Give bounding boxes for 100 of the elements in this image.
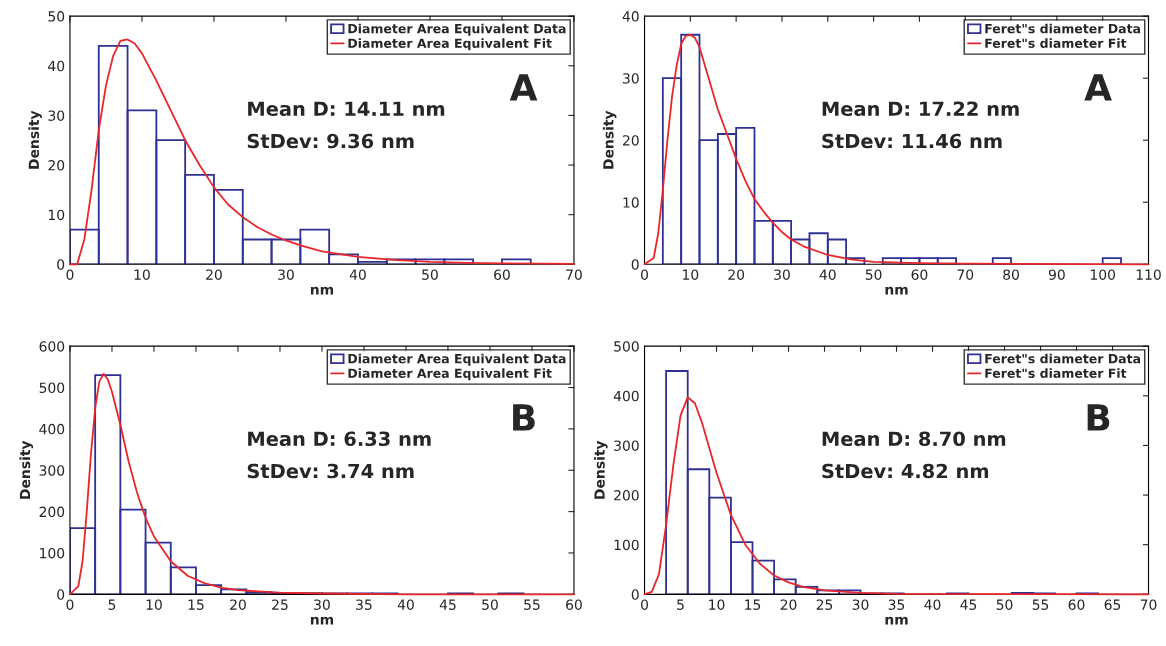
x-tick-label: 0 <box>641 599 649 610</box>
x-tick-label: 20 <box>780 599 797 610</box>
y-axis-title: Density <box>28 110 42 169</box>
y-tick-label: 100 <box>40 547 65 559</box>
x-axis-title: nm <box>885 286 908 295</box>
x-tick-label: 50 <box>422 269 438 280</box>
y-tick-label: 0 <box>57 589 65 600</box>
annotation: Mean D: 8.70 nm <box>822 431 1006 447</box>
annotation: Mean D: 14.11 nm <box>248 101 445 117</box>
x-tick-label: 60 <box>911 269 928 280</box>
x-tick-label: 15 <box>745 599 761 610</box>
legend-label: Feret"s diameter Fit <box>985 368 1127 378</box>
x-tick-label: 110 <box>1136 269 1161 280</box>
y-tick-label: 20 <box>48 160 65 171</box>
legend-label: Diameter Area Equivalent Fit <box>348 38 552 51</box>
y-tick-label: 10 <box>48 209 65 221</box>
x-tick-label: 30 <box>314 599 330 610</box>
x-tick-label: 45 <box>960 599 977 610</box>
legend-label: Diameter Area Equivalent Data <box>348 23 566 36</box>
y-tick-label: 10 <box>623 197 639 208</box>
x-tick-label: 80 <box>1003 269 1019 280</box>
legend-label: Diameter Area Equivalent Data <box>348 353 566 366</box>
x-tick-label: 55 <box>524 599 540 610</box>
x-tick-label: 70 <box>566 269 582 280</box>
y-tick-label: 40 <box>48 60 65 72</box>
y-tick-label: 200 <box>614 490 639 501</box>
x-tick-label: 60 <box>1068 599 1085 610</box>
y-tick-label: 30 <box>48 110 65 121</box>
x-tick-label: 0 <box>641 269 649 280</box>
x-tick-label: 30 <box>278 269 294 280</box>
y-tick-label: 40 <box>622 11 639 22</box>
x-tick-label: 60 <box>494 269 510 280</box>
x-tick-label: 30 <box>852 599 869 610</box>
x-tick-label: 50 <box>996 599 1013 610</box>
x-tick-label: 70 <box>1140 599 1157 610</box>
x-axis-title: nm <box>885 616 908 625</box>
y-tick-label: 400 <box>613 390 639 402</box>
legend-label: Feret"s diameter Fit <box>985 38 1127 48</box>
x-axis-title: nm <box>310 286 334 295</box>
y-tick-label: 30 <box>623 73 639 84</box>
x-tick-label: 65 <box>1104 599 1121 610</box>
x-tick-label: 5 <box>677 599 684 610</box>
y-tick-label: 500 <box>39 382 65 394</box>
x-tick-label: 20 <box>728 269 745 280</box>
x-tick-label: 20 <box>230 599 246 610</box>
x-tick-label: 30 <box>774 269 790 280</box>
annotation: B <box>513 404 535 431</box>
y-tick-label: 0 <box>631 589 639 600</box>
y-tick-label: 500 <box>614 341 639 352</box>
x-tick-label: 10 <box>709 599 725 610</box>
y-tick-label: 100 <box>614 539 639 551</box>
x-tick-label: 40 <box>349 269 366 280</box>
x-tick-label: 40 <box>924 599 941 610</box>
x-tick-label: 15 <box>188 599 204 610</box>
x-tick-label: 55 <box>1032 599 1049 610</box>
annotation: A <box>1084 74 1112 101</box>
x-tick-label: 0 <box>66 269 74 280</box>
x-tick-label: 25 <box>816 599 833 610</box>
x-tick-label: 0 <box>66 599 74 610</box>
x-tick-label: 35 <box>356 599 372 610</box>
y-tick-label: 20 <box>623 135 639 146</box>
x-tick-label: 100 <box>1090 269 1116 280</box>
x-tick-label: 35 <box>888 599 905 610</box>
annotation: StDev: 3.74 nm <box>247 463 414 479</box>
x-tick-label: 20 <box>206 269 222 280</box>
x-tick-label: 10 <box>683 269 699 280</box>
x-tick-label: 5 <box>108 599 116 610</box>
x-tick-label: 90 <box>1048 269 1065 280</box>
x-axis-title: nm <box>310 616 334 625</box>
x-tick-label: 50 <box>482 599 498 610</box>
annotation: StDev: 9.36 nm <box>247 133 414 149</box>
annotation: Mean D: 6.33 nm <box>248 431 431 447</box>
x-tick-label: 45 <box>439 599 456 610</box>
x-tick-label: 40 <box>819 269 836 280</box>
y-tick-label: 50 <box>48 11 65 22</box>
y-axis-title: Density <box>602 110 617 169</box>
annotation: Mean D: 17.22 nm <box>822 101 1019 117</box>
x-tick-label: 60 <box>566 599 582 610</box>
x-tick-label: 70 <box>957 269 974 280</box>
y-tick-label: 200 <box>39 506 65 518</box>
x-tick-label: 40 <box>397 599 414 610</box>
y-tick-label: 0 <box>631 259 639 270</box>
y-axis-title: Density <box>594 440 608 499</box>
y-tick-label: 300 <box>614 440 639 451</box>
annotation: A <box>509 74 538 101</box>
legend-label: Diameter Area Equivalent Fit <box>348 368 552 381</box>
legend-label: Feret"s diameter Data <box>985 353 1141 364</box>
annotation: StDev: 4.82 nm <box>822 463 989 479</box>
annotation: StDev: 11.46 nm <box>822 133 1002 149</box>
x-tick-label: 25 <box>272 599 288 610</box>
y-tick-label: 600 <box>39 341 65 352</box>
y-axis-title: Density <box>19 440 34 499</box>
legend-label: Feret"s diameter Data <box>985 23 1141 34</box>
y-tick-label: 0 <box>57 259 65 270</box>
x-tick-label: 10 <box>134 269 150 280</box>
x-tick-label: 50 <box>865 269 882 280</box>
y-tick-label: 400 <box>39 423 65 435</box>
y-tick-label: 300 <box>39 465 65 476</box>
annotation: B <box>1087 404 1110 431</box>
x-tick-label: 10 <box>146 599 162 610</box>
